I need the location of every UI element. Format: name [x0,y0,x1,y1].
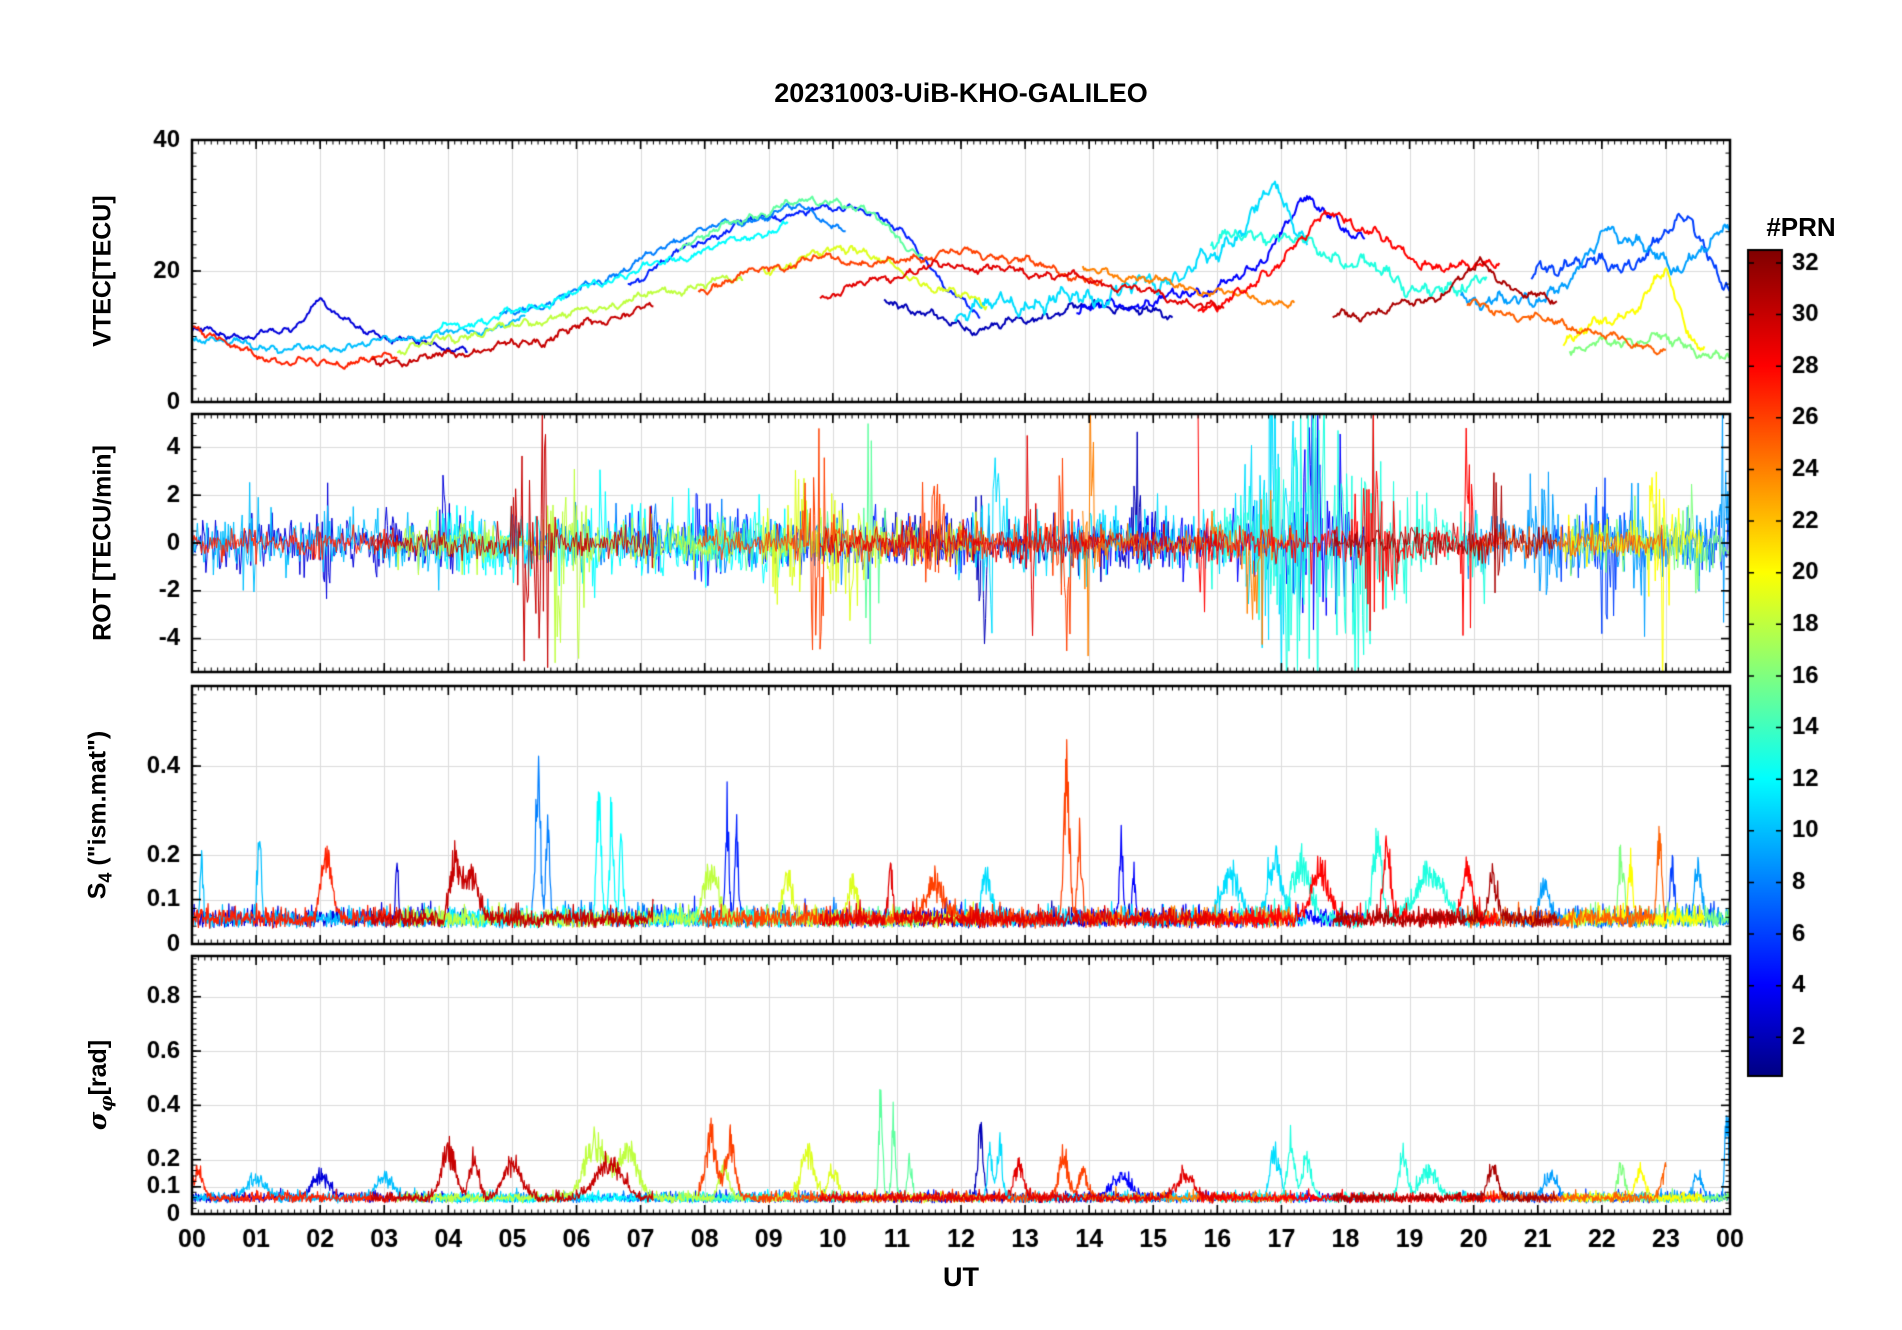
s4-axis-label: S4 ("ism.mat") [84,731,117,900]
sigma-axis-label-main: σ [83,1111,112,1131]
x-axis-label: UT [943,1262,979,1292]
rot-axis-label: ROT [TECU/min] [89,445,118,641]
s4-axis-label-sub: 4 [95,872,116,883]
sigma-axis-label-sub: φ [96,1095,117,1112]
s4-axis-label-main: S [83,882,112,900]
colorbar-title: #PRN [1766,212,1836,242]
vtec-axis-label: VTEC[TECU] [89,195,118,346]
vtec-axis-label-text: VTEC[TECU] [88,195,117,347]
s4-axis-label-rest: ("ism.mat") [83,730,112,873]
sigma-axis-label-rest: [rad] [84,1039,112,1096]
chart-title: 20231003-UiB-KHO-GALILEO [774,78,1148,108]
sigma-phi-axis-label: σφ[rad] [83,1040,117,1130]
rot-axis-label-text: ROT [TECU/min] [88,445,117,641]
